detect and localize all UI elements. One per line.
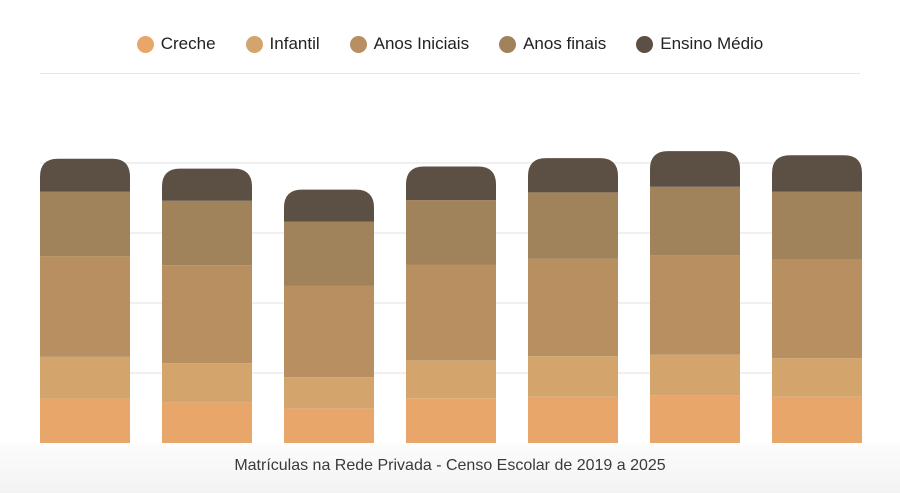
bar-segment bbox=[528, 192, 618, 259]
legend-swatch bbox=[245, 35, 263, 53]
bar-segment bbox=[772, 259, 862, 359]
legend-swatch bbox=[499, 35, 517, 53]
bar-segment bbox=[650, 151, 740, 187]
bar-stack bbox=[772, 155, 862, 443]
bar-segment bbox=[772, 396, 862, 443]
bar-segment bbox=[650, 255, 740, 355]
bar-segment bbox=[772, 358, 862, 397]
bar-stack bbox=[528, 158, 618, 443]
legend-label: Infantil bbox=[269, 34, 320, 53]
bar-segment bbox=[162, 265, 252, 364]
bar-stack bbox=[40, 158, 130, 443]
bar-segment bbox=[284, 377, 374, 409]
caption-band bbox=[0, 444, 900, 493]
bar-segment bbox=[40, 398, 130, 443]
bar-stack bbox=[650, 151, 740, 443]
bar-segment bbox=[772, 191, 862, 260]
legend-swatch bbox=[636, 35, 654, 53]
bar-segment bbox=[406, 200, 496, 265]
bar-segment bbox=[284, 221, 374, 286]
bar-segment bbox=[162, 402, 252, 443]
bar-segment bbox=[284, 408, 374, 443]
legend-label: Ensino Médio bbox=[660, 34, 764, 53]
bar-segment bbox=[162, 168, 252, 201]
bar-segment bbox=[40, 158, 130, 192]
legend-item: Infantil bbox=[245, 34, 320, 54]
bar-segment bbox=[284, 285, 374, 378]
bar-segment bbox=[528, 356, 618, 397]
bar-segment bbox=[528, 258, 618, 357]
legend-label: Anos finais bbox=[523, 34, 607, 53]
legend-item: Anos finais bbox=[499, 34, 606, 54]
bar-segment bbox=[650, 186, 740, 256]
bar-segment bbox=[406, 360, 496, 399]
legend-label: Anos Iniciais bbox=[373, 34, 470, 53]
legend-divider bbox=[40, 73, 860, 74]
chart-legend: Creche Infantil Anos Iniciais Anos finais En… bbox=[0, 30, 900, 58]
bar-segment bbox=[650, 395, 740, 443]
bar-segment bbox=[162, 363, 252, 403]
bar-segment bbox=[40, 356, 130, 399]
bar-segment bbox=[650, 354, 740, 396]
bar-stack bbox=[406, 166, 496, 443]
legend-item: Ensino Médio bbox=[636, 34, 763, 54]
bar-segment bbox=[406, 398, 496, 443]
bar-segment bbox=[40, 256, 130, 357]
bar-segment bbox=[284, 189, 374, 222]
bar-segment bbox=[528, 396, 618, 443]
legend-label: Creche bbox=[160, 34, 216, 53]
bar-segment bbox=[528, 158, 618, 193]
bar-segment bbox=[406, 264, 496, 361]
bar-segment bbox=[162, 200, 252, 266]
chart-caption: Matrículas na Rede Privada - Censo Escol… bbox=[234, 457, 666, 474]
legend-swatch bbox=[136, 35, 154, 53]
legend-item: Anos Iniciais bbox=[349, 34, 470, 54]
legend-swatch bbox=[349, 35, 367, 53]
bar-segment bbox=[406, 166, 496, 201]
legend-item: Creche bbox=[136, 34, 216, 54]
bar-segment bbox=[40, 191, 130, 257]
bar-segment bbox=[772, 155, 862, 192]
bar-stack bbox=[162, 168, 252, 443]
bar-stack bbox=[284, 189, 374, 443]
